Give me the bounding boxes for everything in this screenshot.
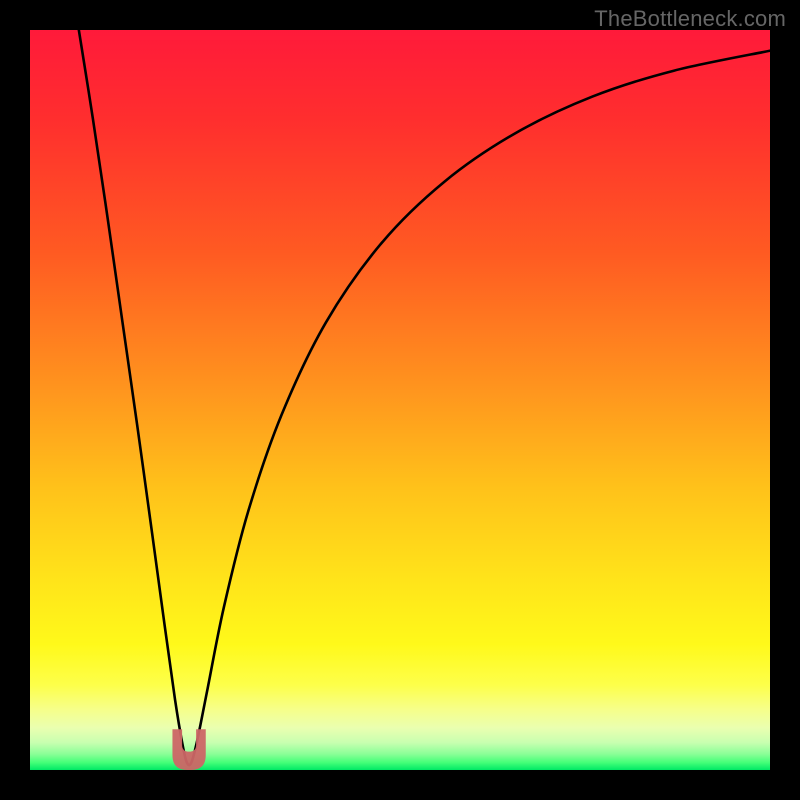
chart-svg [0,0,800,800]
plot-background-gradient [30,30,770,770]
chart-stage: TheBottleneck.com [0,0,800,800]
watermark-text: TheBottleneck.com [594,6,786,32]
